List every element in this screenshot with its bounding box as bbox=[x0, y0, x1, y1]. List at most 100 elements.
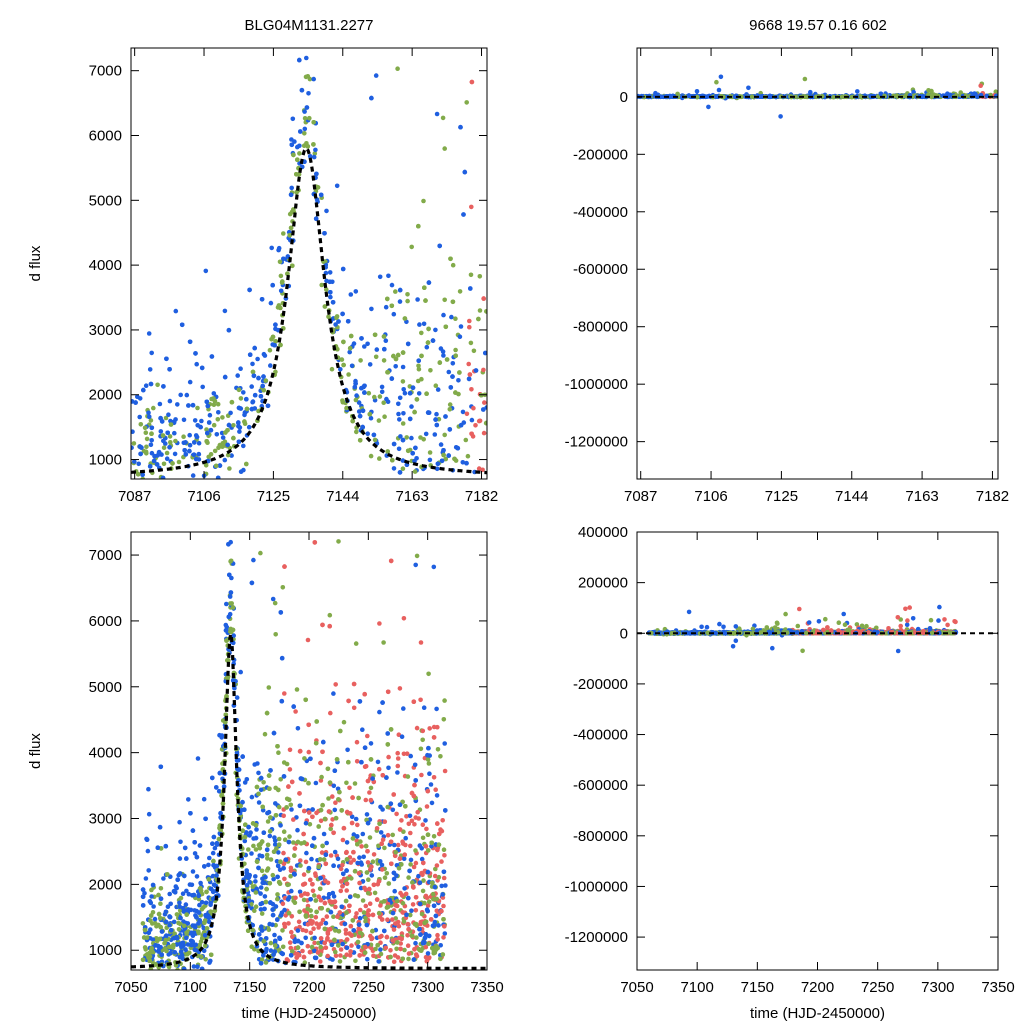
data-point bbox=[316, 864, 322, 869]
data-point bbox=[280, 928, 285, 933]
data-point bbox=[653, 90, 658, 96]
data-point bbox=[289, 209, 295, 215]
data-point bbox=[366, 890, 371, 896]
x-tick-label: 7087 bbox=[624, 488, 657, 505]
data-point bbox=[318, 818, 324, 824]
data-point bbox=[352, 781, 358, 786]
data-point bbox=[146, 811, 152, 817]
panel-top-right: 7087 7106 7125 7144 7163 71820-200000-400000-… bbox=[565, 47, 1009, 505]
data-point bbox=[159, 952, 164, 957]
data-point bbox=[347, 903, 352, 909]
data-point bbox=[411, 957, 417, 962]
data-point bbox=[356, 409, 362, 414]
data-point bbox=[303, 74, 309, 80]
data-point bbox=[440, 892, 446, 897]
data-point bbox=[395, 352, 401, 358]
y-tick-label: 3000 bbox=[89, 322, 122, 339]
data-point bbox=[414, 553, 420, 559]
data-point bbox=[311, 154, 317, 160]
data-point bbox=[247, 879, 252, 885]
data-point bbox=[381, 640, 386, 645]
data-point bbox=[222, 308, 228, 314]
x-tick-label: 7100 bbox=[174, 979, 207, 996]
data-point bbox=[425, 832, 431, 837]
data-point bbox=[327, 926, 333, 932]
data-point bbox=[395, 842, 401, 848]
data-point bbox=[409, 404, 414, 409]
data-point bbox=[157, 824, 163, 830]
data-point bbox=[262, 894, 268, 899]
data-point bbox=[385, 731, 391, 736]
data-point bbox=[282, 564, 287, 569]
data-point bbox=[349, 814, 355, 820]
data-point bbox=[268, 857, 274, 862]
data-point bbox=[443, 808, 448, 813]
data-point bbox=[297, 151, 302, 156]
data-point bbox=[275, 896, 280, 902]
data-point bbox=[382, 875, 388, 880]
data-point bbox=[320, 843, 325, 849]
data-point bbox=[180, 940, 186, 946]
data-point bbox=[694, 94, 700, 100]
data-point bbox=[341, 339, 346, 345]
data-point bbox=[364, 922, 370, 928]
data-point bbox=[381, 334, 387, 339]
data-point bbox=[201, 948, 207, 954]
data-point bbox=[308, 877, 313, 883]
data-point bbox=[481, 407, 486, 412]
data-point bbox=[263, 378, 269, 384]
data-point bbox=[397, 856, 403, 861]
data-point bbox=[425, 908, 431, 914]
data-point bbox=[441, 875, 447, 881]
y-tick-label: 7000 bbox=[89, 63, 122, 80]
y-tick-label: 6000 bbox=[89, 127, 122, 144]
data-point bbox=[289, 914, 295, 919]
x-tick-label: 7300 bbox=[411, 979, 444, 996]
data-point bbox=[404, 912, 409, 918]
data-point bbox=[301, 897, 307, 903]
data-point bbox=[426, 671, 431, 677]
data-point bbox=[422, 920, 427, 926]
data-point bbox=[417, 843, 423, 848]
data-point bbox=[321, 857, 327, 862]
data-point bbox=[328, 294, 333, 300]
data-point bbox=[365, 341, 370, 347]
data-point bbox=[388, 954, 393, 960]
data-point bbox=[302, 840, 307, 845]
data-point bbox=[347, 894, 353, 900]
data-point bbox=[246, 875, 251, 880]
data-point bbox=[249, 944, 254, 949]
data-point bbox=[206, 862, 211, 868]
data-point bbox=[146, 786, 151, 792]
data-point bbox=[313, 780, 319, 786]
data-point bbox=[259, 957, 265, 962]
data-point bbox=[320, 749, 325, 755]
data-point bbox=[178, 949, 184, 954]
data-point bbox=[223, 628, 229, 633]
data-point bbox=[336, 929, 342, 934]
data-point bbox=[208, 427, 214, 433]
data-point bbox=[368, 415, 374, 421]
data-point bbox=[351, 705, 357, 711]
data-point bbox=[161, 445, 167, 451]
data-point bbox=[229, 399, 235, 405]
data-point bbox=[383, 338, 389, 344]
data-point bbox=[441, 847, 447, 852]
data-point bbox=[305, 943, 311, 949]
data-point bbox=[247, 833, 252, 838]
data-point bbox=[425, 869, 431, 875]
data-point bbox=[297, 57, 302, 63]
data-point bbox=[256, 375, 261, 381]
data-point bbox=[280, 944, 286, 950]
data-point bbox=[417, 901, 423, 907]
data-point bbox=[413, 908, 419, 913]
data-point bbox=[435, 387, 441, 392]
data-point bbox=[278, 610, 284, 615]
data-point bbox=[216, 836, 222, 842]
data-point bbox=[196, 451, 202, 457]
y-tick-label: 2000 bbox=[89, 876, 122, 893]
data-point bbox=[413, 778, 419, 783]
data-point bbox=[274, 846, 279, 851]
data-point bbox=[402, 886, 407, 891]
data-point bbox=[431, 724, 437, 730]
